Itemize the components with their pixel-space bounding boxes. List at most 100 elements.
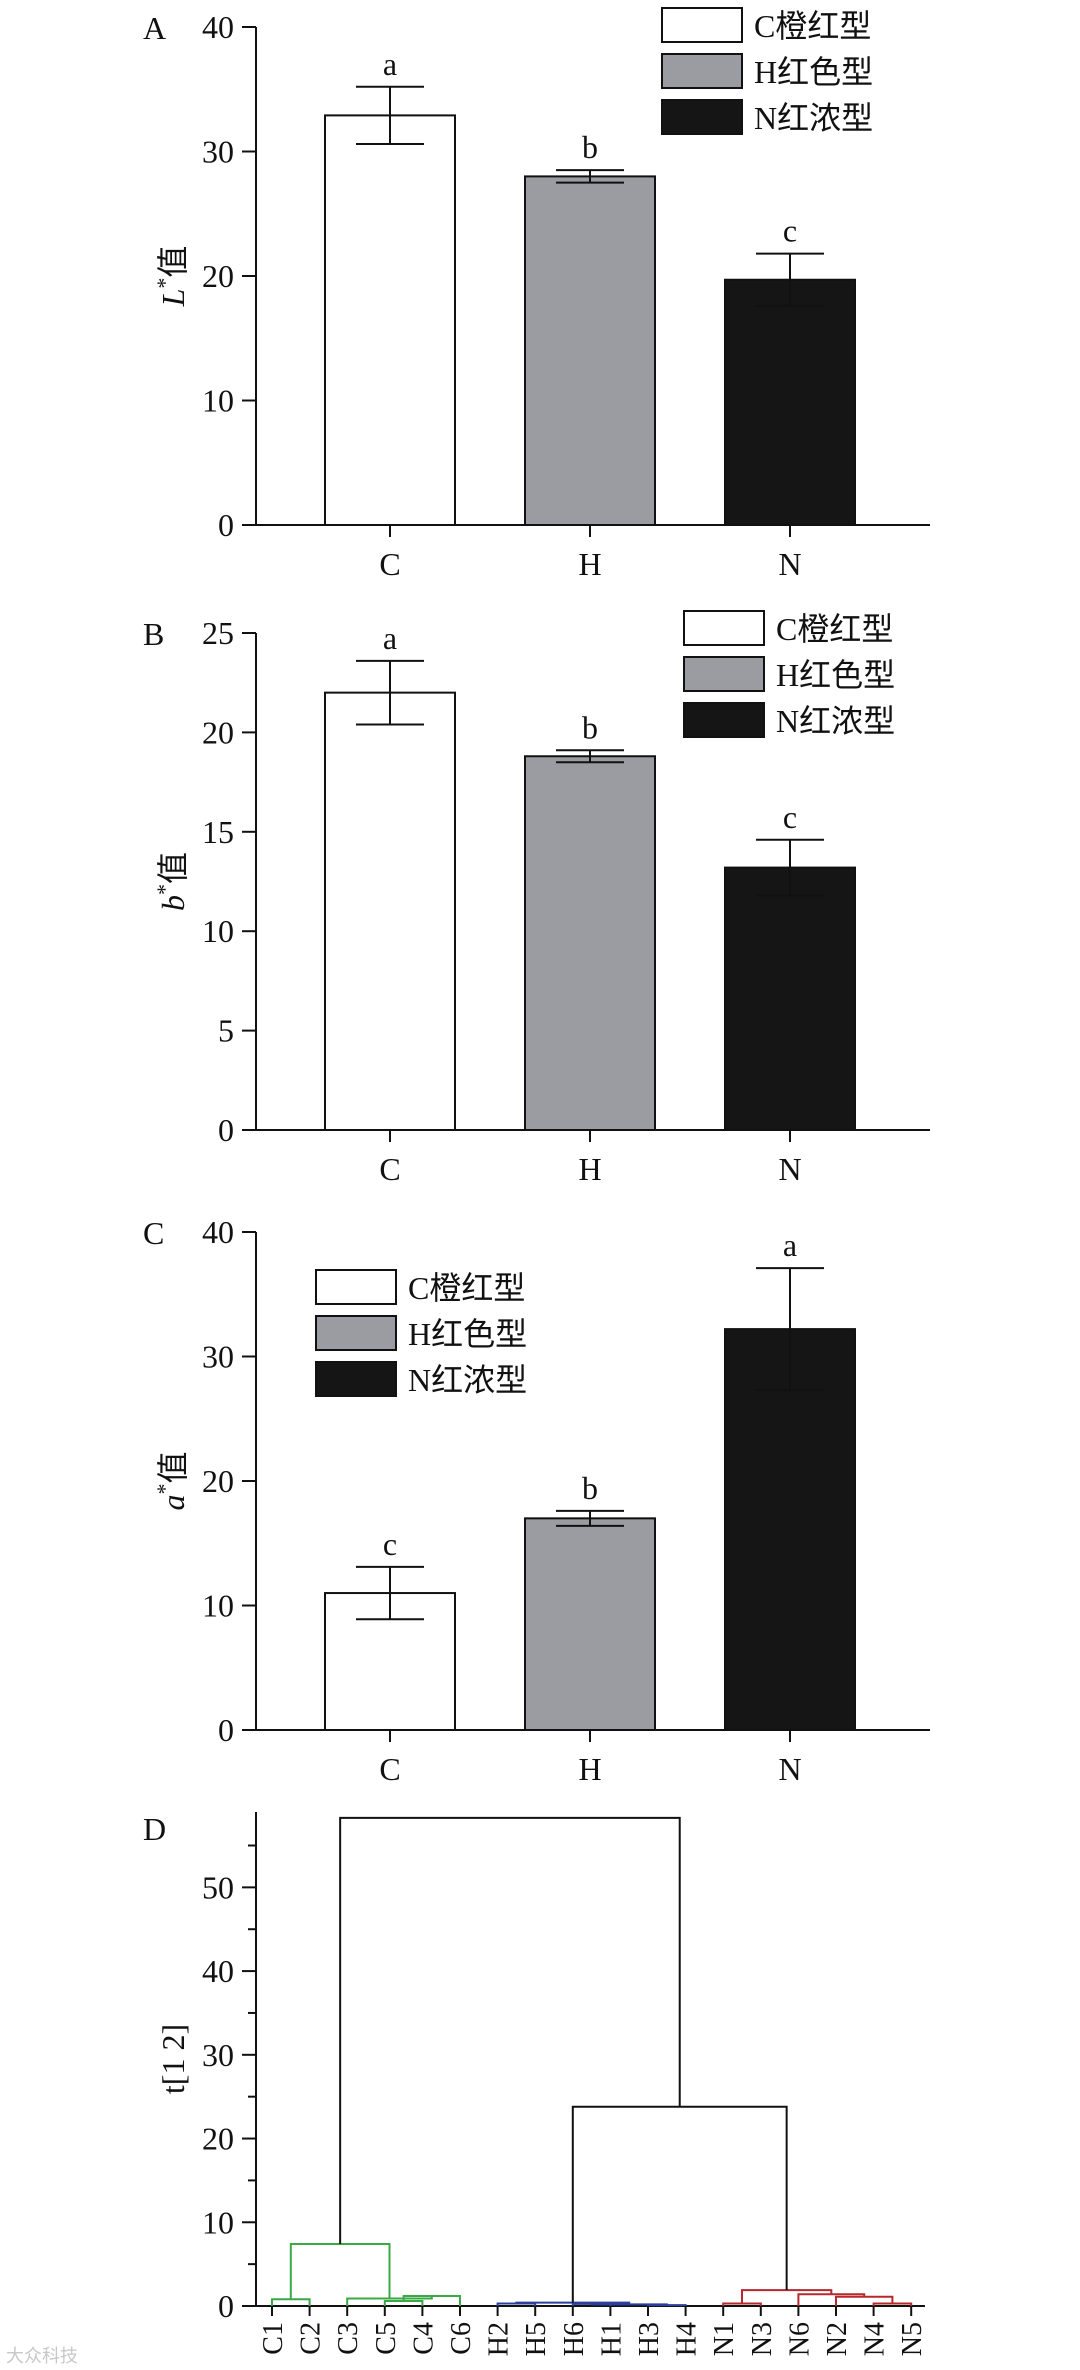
significance-label: b <box>582 129 598 165</box>
legend-swatch <box>315 1361 397 1397</box>
dendrogram-link <box>289 2243 391 2300</box>
bar-n <box>724 866 856 1131</box>
panel-letter: C <box>143 1215 164 1251</box>
leaf-label: H5 <box>521 2322 552 2356</box>
y-axis-label: a*值 <box>152 1451 191 1510</box>
dendrogram-link <box>797 2293 866 2306</box>
legend-entry: N红浓型 <box>408 1362 527 1398</box>
y-tick-label: 50 <box>202 1869 234 1905</box>
bar-c <box>324 114 456 527</box>
leaf-label: H1 <box>596 2322 627 2356</box>
y-tick-label: 10 <box>202 1588 234 1624</box>
bar-h <box>524 175 656 526</box>
leaf-label: N2 <box>822 2322 853 2356</box>
x-tick-label: N <box>778 1751 801 1787</box>
legend-entry: H红色型 <box>754 54 873 90</box>
dendrogram-link <box>741 2289 833 2304</box>
legend-swatch <box>683 702 765 738</box>
x-tick-label: C <box>379 546 400 582</box>
y-tick-label: 20 <box>202 1463 234 1499</box>
leaf-label: N6 <box>784 2322 815 2356</box>
legend: C橙红型 H红色型 N红浓型 <box>315 1269 527 1398</box>
legend-entry: H红色型 <box>776 657 895 693</box>
panel-b: B 0 5 10 15 20 25 b*值 a Cb Hc N C橙红型 H红色型 N红浓型 <box>143 610 930 1187</box>
legend-entry: N红浓型 <box>754 100 873 136</box>
panel-c: C 0 10 20 30 40 a*值 c Cb Ha N C橙红型 H红色型 N红浓型 <box>143 1214 930 1787</box>
dendrogram-link <box>722 2302 762 2306</box>
leaf-label: H2 <box>484 2322 515 2356</box>
dendrogram-link <box>383 2299 424 2306</box>
dendrogram-link <box>872 2302 913 2306</box>
leaf-label: C5 <box>371 2322 402 2355</box>
leaf-label: N5 <box>897 2322 928 2356</box>
bar-n <box>724 278 856 526</box>
significance-label: b <box>582 1470 598 1506</box>
panel-letter: B <box>143 616 164 652</box>
y-tick-label: 20 <box>202 258 234 294</box>
y-axis-label: t[1 2] <box>155 2024 191 2094</box>
y-tick-label: 30 <box>202 2037 234 2073</box>
y-tick-label: 10 <box>202 2204 234 2240</box>
leaf-label: C4 <box>408 2322 439 2355</box>
leaf-label: C2 <box>296 2322 327 2355</box>
y-tick-label: 25 <box>202 615 234 651</box>
bar-n <box>724 1328 856 1731</box>
leaf-label: N3 <box>747 2322 778 2356</box>
dendrogram-link <box>835 2295 894 2306</box>
panel-d: D 0 10 20 30 40 50 t[1 2] C1 C2 C3 C5 C4 C6 H2 H5 H6 H1 H3… <box>143 1811 928 2356</box>
significance-label: c <box>783 213 797 249</box>
legend-swatch <box>661 99 743 135</box>
y-tick-label: 40 <box>202 1953 234 1989</box>
leaf-label: C1 <box>258 2322 289 2355</box>
legend: C橙红型 H红色型 N红浓型 <box>661 7 873 136</box>
dendrogram-link <box>339 1816 681 2245</box>
x-tick-label: H <box>578 546 601 582</box>
y-tick-label: 10 <box>202 383 234 419</box>
legend-swatch <box>661 53 743 89</box>
legend-entry: C橙红型 <box>776 611 893 647</box>
legend-swatch <box>683 656 765 692</box>
y-tick-label: 0 <box>218 2288 234 2324</box>
significance-label: a <box>783 1227 797 1263</box>
bar-h <box>524 1517 656 1731</box>
legend-entry: C橙红型 <box>754 8 871 44</box>
y-axis-label: L*值 <box>152 246 191 308</box>
dendrogram-link <box>571 2105 788 2303</box>
y-tick-label: 40 <box>202 1214 234 1250</box>
dendrogram-link <box>271 2298 311 2306</box>
panel-letter: D <box>143 1811 166 1847</box>
panel-a: A 0 10 20 30 40 L*值 a Cb Hc N C橙红型 H红色型 N红浓型 <box>143 7 930 582</box>
dendrogram-link <box>590 2303 668 2306</box>
leaf-label: N1 <box>709 2322 740 2356</box>
x-tick-label: C <box>379 1151 400 1187</box>
y-tick-label: 30 <box>202 1339 234 1375</box>
leaf-label: H3 <box>634 2322 665 2356</box>
y-tick-label: 15 <box>202 814 234 850</box>
significance-label: c <box>383 1526 397 1562</box>
legend-swatch <box>315 1315 397 1351</box>
leaf-label: C6 <box>446 2322 477 2355</box>
leaf-label: H6 <box>559 2322 590 2356</box>
y-tick-label: 0 <box>218 1712 234 1748</box>
leaf-label: H4 <box>672 2322 703 2356</box>
y-tick-label: 10 <box>202 913 234 949</box>
x-tick-label: N <box>778 1151 801 1187</box>
panel-letter: A <box>143 10 166 46</box>
y-tick-label: 20 <box>202 2121 234 2157</box>
legend-swatch <box>315 1269 397 1305</box>
bar-h <box>524 755 656 1131</box>
legend-swatch <box>661 7 743 43</box>
legend-entry: C橙红型 <box>408 1270 525 1306</box>
y-tick-label: 30 <box>202 134 234 170</box>
y-tick-label: 5 <box>218 1013 234 1049</box>
legend-entry: H红色型 <box>408 1316 527 1352</box>
y-tick-label: 40 <box>202 9 234 45</box>
x-tick-label: H <box>578 1751 601 1787</box>
significance-label: c <box>783 799 797 835</box>
legend: C橙红型 H红色型 N红浓型 <box>683 610 895 739</box>
leaf-label: C3 <box>333 2322 364 2355</box>
watermark: 大众科技 <box>6 2346 78 2367</box>
leaf-label: N4 <box>860 2322 891 2356</box>
significance-label: b <box>582 709 598 745</box>
